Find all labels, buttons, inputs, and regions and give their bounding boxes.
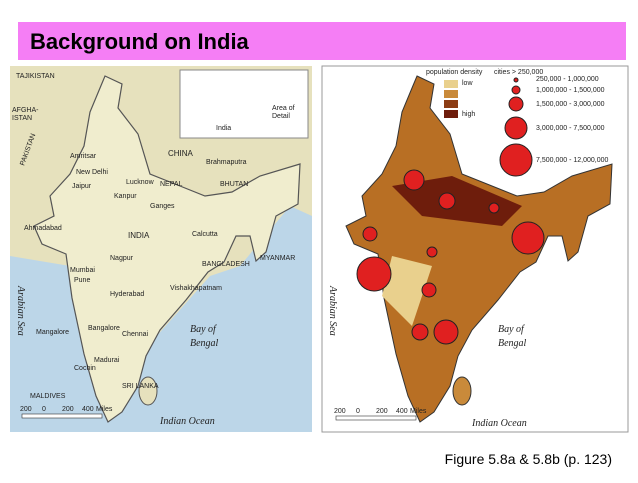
map-label: Amritsar	[70, 153, 97, 160]
density-map: population density cities > 250,000 low …	[321, 65, 629, 433]
scale-label: 0	[42, 406, 46, 413]
map-label: AFGHA-	[12, 107, 39, 114]
city	[411, 323, 429, 341]
map-label: Cochin	[74, 365, 96, 372]
city	[511, 221, 545, 255]
map-label: TAJIKISTAN	[16, 73, 55, 80]
map-label: Detail	[272, 113, 290, 120]
map-label: India	[216, 125, 231, 132]
political-map: TAJIKISTAN AFGHA- ISTAN PAKISTAN CHINA B…	[10, 66, 312, 432]
map-label: MALDIVES	[30, 393, 66, 400]
legend-swatch	[444, 110, 458, 118]
city	[403, 169, 425, 191]
legend-circle	[511, 85, 521, 95]
map-label: MYANMAR	[260, 255, 295, 262]
map-label: Pune	[74, 277, 90, 284]
legend-swatch	[444, 100, 458, 108]
map-label: Bengal	[498, 338, 527, 349]
legend-label: 7,500,000 - 12,000,000	[536, 157, 609, 164]
map-label: Mangalore	[36, 329, 69, 336]
sri-lanka	[452, 376, 472, 406]
inset	[179, 69, 309, 139]
legend-label: 250,000 - 1,000,000	[536, 76, 599, 83]
legend-label: low	[462, 80, 473, 87]
map-label: Bay of	[498, 324, 525, 335]
scale-label: 400	[396, 408, 408, 415]
map-label: Ahmadabad	[24, 225, 62, 232]
legend-title: population density	[426, 69, 483, 76]
legend-circles	[499, 77, 533, 177]
map-label: New Delhi	[76, 169, 108, 176]
map-label: Arabian Sea	[15, 285, 26, 336]
scale-bar	[21, 413, 103, 419]
map-label: Area of	[272, 105, 295, 112]
scale-label: 0	[356, 408, 360, 415]
map-label: BANGLADESH	[202, 261, 250, 268]
map-label: Indian Ocean	[159, 416, 215, 427]
legend-label: high	[462, 111, 475, 118]
scale-label: 200	[20, 406, 32, 413]
map-label: Bay of	[190, 324, 217, 335]
city	[421, 282, 437, 298]
map-label: SRI LANKA	[122, 383, 159, 390]
map-label: Mumbai	[70, 267, 95, 274]
density-low	[382, 256, 432, 326]
sri-lanka	[138, 376, 158, 406]
map-label: Kanpur	[114, 193, 137, 200]
map-label: Vishakhapatnam	[170, 285, 222, 292]
scale-label: Miles	[410, 408, 427, 415]
map-label: Hyderabad	[110, 291, 144, 298]
caption: Figure 5.8a & 5.8b (p. 123)	[445, 451, 612, 467]
map-label: Indian Ocean	[471, 418, 527, 429]
legend-title: cities > 250,000	[494, 69, 543, 76]
map-label: Bangalore	[88, 325, 120, 332]
map-label: CHINA	[168, 149, 194, 158]
scale-label: 200	[334, 408, 346, 415]
legend-circle	[499, 143, 533, 177]
legend-circle	[508, 96, 524, 112]
city	[438, 192, 456, 210]
map-label: INDIA	[128, 231, 150, 240]
map-label: Ganges	[150, 203, 175, 210]
map-label: BHUTAN	[220, 181, 248, 188]
city	[362, 226, 378, 242]
city	[356, 256, 392, 292]
scale-label: Miles	[96, 406, 113, 413]
map-label: Calcutta	[192, 231, 218, 238]
city-markers	[356, 169, 545, 345]
city	[426, 246, 438, 258]
legend-circle	[513, 77, 519, 83]
map-label: Nagpur	[110, 255, 134, 262]
scale-label: 200	[62, 406, 74, 413]
map-label: Arabian Sea	[327, 285, 338, 336]
map-label: NEPAL	[160, 181, 183, 188]
title: Background on India	[30, 29, 250, 54]
map-label: Bengal	[190, 338, 219, 349]
city	[488, 202, 500, 214]
scale-label: 400	[82, 406, 94, 413]
map-label: Chennai	[122, 331, 149, 338]
legend-swatch	[444, 90, 458, 98]
map-label: Lucknow	[126, 179, 155, 186]
title-bar	[18, 22, 626, 60]
city	[433, 319, 459, 345]
scale-bar	[335, 415, 417, 421]
density-high	[392, 176, 522, 226]
legend-circle	[504, 116, 528, 140]
scale-label: 200	[376, 408, 388, 415]
map-label: ISTAN	[12, 115, 32, 122]
map-label: Madurai	[94, 357, 120, 364]
legend-swatch	[444, 80, 458, 88]
legend-label: 3,000,000 - 7,500,000	[536, 125, 605, 132]
legend-label: 1,500,000 - 3,000,000	[536, 101, 605, 108]
map-label: Brahmaputra	[206, 159, 247, 166]
legend-label: 1,000,000 - 1,500,000	[536, 87, 605, 94]
map-label: Jaipur	[72, 183, 92, 190]
